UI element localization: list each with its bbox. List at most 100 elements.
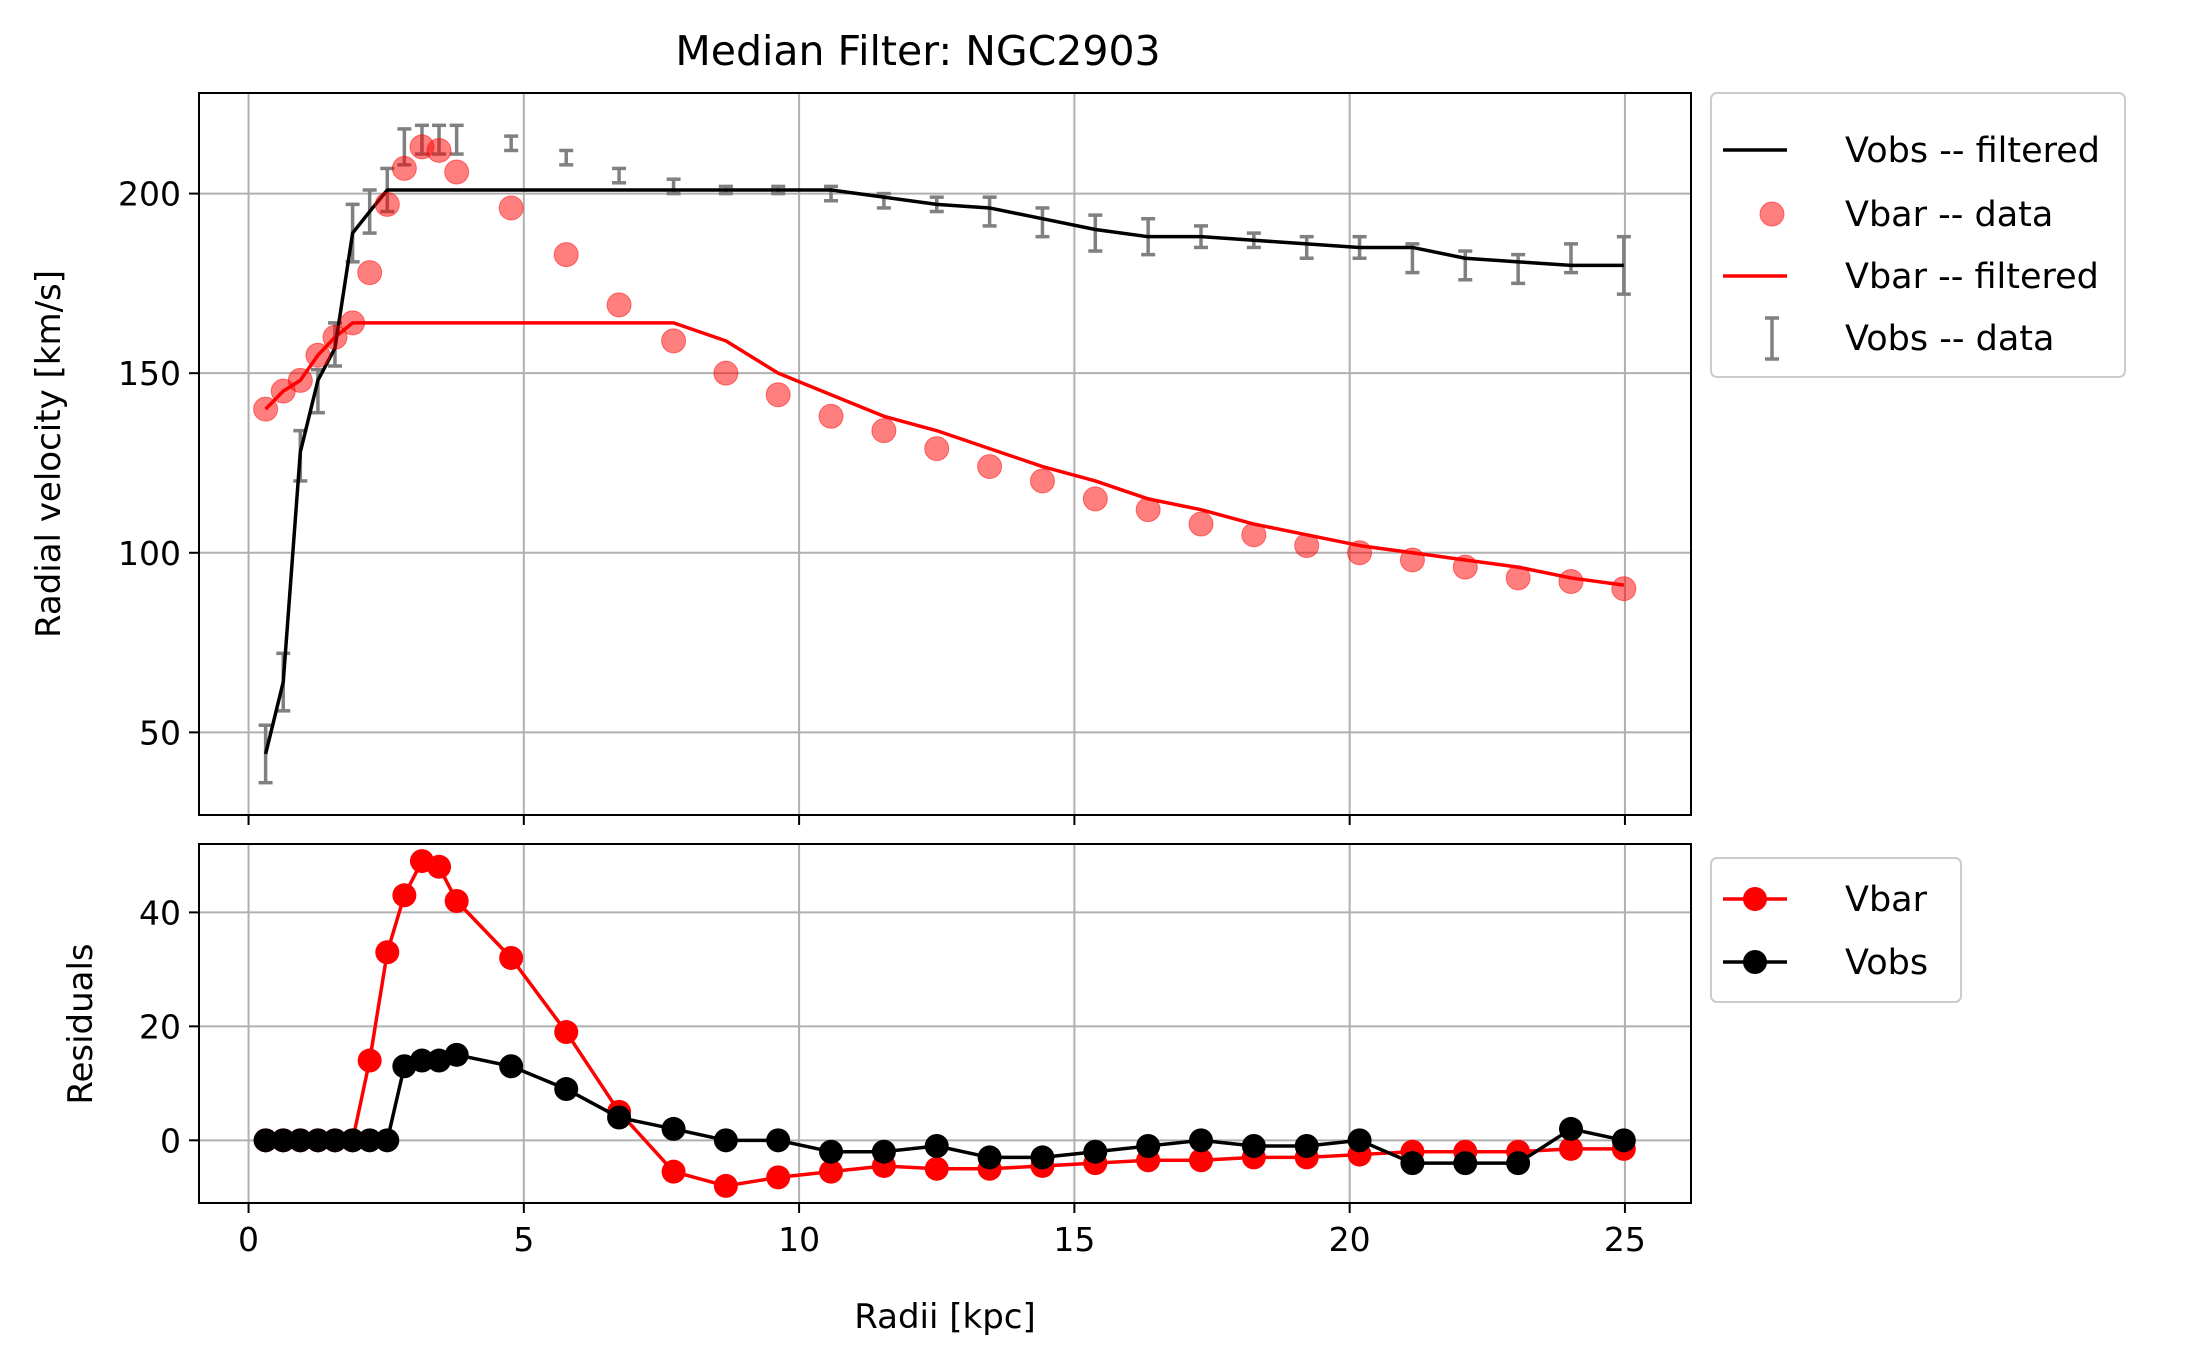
velocity-vbar-data-point (713, 360, 739, 386)
residuals-vobs-marker (253, 1128, 278, 1153)
velocity-vbar-data-point (1399, 547, 1425, 573)
velocity-panel: Median Filter: NGC2903 50 100 150 200 Radia… (29, 27, 1692, 825)
residuals-vobs-marker (819, 1139, 844, 1164)
velocity-vobs-data-errorbar (1563, 242, 1578, 275)
residuals-x-tick-label: 20 (1329, 1220, 1371, 1259)
residuals-vobs-marker (1136, 1134, 1161, 1159)
residuals-legend-box (1710, 857, 1962, 1003)
residuals-x-tick-label: 0 (238, 1220, 259, 1259)
residuals-vbar-marker (924, 1156, 949, 1181)
velocity-vbar-data-point (871, 418, 897, 444)
velocity-vbar-data-point (374, 191, 400, 217)
residuals-vobs-marker (766, 1128, 791, 1153)
residuals-vbar-marker (444, 888, 469, 913)
residuals-vbar-marker (554, 1020, 579, 1045)
velocity-y-ticks: 50 100 150 200 (118, 175, 199, 752)
residuals-vobs-marker (499, 1054, 524, 1079)
residuals-vobs-marker (288, 1128, 313, 1153)
chart-title: Median Filter: NGC2903 (675, 27, 1160, 75)
residuals-vobs-marker (1294, 1134, 1319, 1159)
residuals-vobs-marker (409, 1048, 434, 1073)
residuals-x-tick-label: 10 (778, 1220, 820, 1259)
velocity-vbar-data-point (1505, 565, 1531, 591)
velocity-vbar-data-point (1294, 533, 1320, 559)
residuals-vbar-marker (357, 1048, 382, 1073)
velocity-vbar-data-point (426, 137, 452, 163)
residuals-vobs-marker (977, 1145, 1002, 1170)
velocity-vobs-data-errorbar (1299, 234, 1314, 260)
velocity-vbar-data-point (1611, 576, 1637, 602)
legend-vbar-marker (1743, 887, 1767, 911)
velocity-vobs-data-errorbar (504, 134, 519, 153)
residuals-vobs-marker (1611, 1128, 1636, 1153)
velocity-vbar-data-point (818, 403, 844, 429)
residuals-y-tick-label: 40 (139, 893, 181, 932)
residuals-vbar-marker (661, 1159, 686, 1184)
residuals-vobs-marker (1506, 1151, 1531, 1176)
velocity-y-tick-label: 200 (118, 175, 181, 214)
residuals-vobs-marker (1241, 1134, 1266, 1159)
velocity-vbar-data-point (606, 292, 632, 318)
velocity-y-tick-label: 100 (118, 534, 181, 573)
residuals-y-ticks: 0 20 40 (139, 893, 199, 1160)
legend-vbar-filtered-label: Vbar -- filtered (1845, 257, 2099, 297)
legend-vobs-data-errorbar (1765, 316, 1779, 361)
velocity-vbar-data-point (553, 242, 579, 268)
velocity-vobs-data-errorbar (559, 148, 574, 167)
residuals-vobs-marker (322, 1128, 347, 1153)
residuals-y-axis-label: Residuals (61, 943, 101, 1104)
velocity-vbar-data-point (1452, 554, 1478, 580)
velocity-vbar-data-point (1241, 522, 1267, 548)
velocity-vbar-data-point (305, 342, 331, 368)
velocity-vobs-data-errorbar (1511, 252, 1526, 286)
velocity-vbar-data-point (661, 328, 687, 354)
velocity-y-tick-label: 150 (118, 354, 181, 393)
legend-vobs-data-label: Vobs -- data (1845, 319, 2054, 359)
residuals-y-tick-label: 0 (160, 1121, 181, 1160)
velocity-legend: Vobs -- filtered Vbar -- data Vbar -- fi… (1710, 92, 2126, 378)
velocity-vobs-data-errorbar (1035, 206, 1050, 239)
velocity-vbar-data-point (1135, 497, 1161, 523)
legend-vbar-label: Vbar (1845, 880, 1928, 920)
velocity-plot-frame (198, 92, 1692, 816)
velocity-legend-box (1710, 92, 2126, 378)
legend-vobs-marker (1743, 950, 1767, 974)
residuals-vobs-marker (871, 1139, 896, 1164)
residuals-series (253, 849, 1636, 1198)
velocity-y-axis-label: Radial velocity [km/s] (29, 270, 69, 638)
velocity-vobs-data-errorbar (982, 195, 997, 228)
residuals-vbar-line (265, 859, 1624, 1188)
velocity-vbar-data-point (253, 396, 279, 422)
velocity-vobs-filtered-line (263, 188, 1624, 755)
residuals-vobs-marker (444, 1042, 469, 1067)
velocity-vbar-data-point (1558, 569, 1584, 595)
residuals-vbar-marker (499, 945, 524, 970)
residuals-legend: Vbar Vobs (1710, 857, 1962, 1003)
velocity-vbar-data-point (287, 367, 313, 393)
residuals-x-axis-label: Radii [kpc] (854, 1297, 1036, 1337)
residuals-vbar-marker (713, 1173, 738, 1198)
residuals-vobs-marker (1558, 1116, 1583, 1141)
velocity-vbar-data-point (1029, 468, 1055, 494)
residuals-vobs-marker (1347, 1128, 1372, 1153)
legend-vbar-data-marker (1759, 201, 1785, 227)
residuals-vobs-marker (713, 1128, 738, 1153)
velocity-vbar-data-point (498, 195, 524, 221)
residuals-y-tick-label: 20 (139, 1007, 181, 1046)
velocity-vobs-data-errorbar (449, 123, 464, 156)
velocity-vobs-data-errorbar (612, 166, 627, 185)
residuals-vobs-marker (661, 1116, 686, 1141)
residuals-vobs-marker (271, 1128, 296, 1153)
residuals-vobs-marker (1083, 1139, 1108, 1164)
residuals-vobs-marker (305, 1128, 330, 1153)
legend-vbar-data-label: Vbar -- data (1845, 195, 2053, 235)
velocity-vobs-data-errorbar (1088, 213, 1103, 253)
residuals-vobs-marker (1400, 1151, 1425, 1176)
residuals-vobs-marker (1453, 1151, 1478, 1176)
velocity-grid (199, 93, 1691, 815)
residuals-x-tick-label: 15 (1053, 1220, 1095, 1259)
residuals-vobs-marker (375, 1128, 400, 1153)
velocity-vbar-data-point (444, 159, 470, 185)
velocity-vbar-data-point (924, 436, 950, 462)
